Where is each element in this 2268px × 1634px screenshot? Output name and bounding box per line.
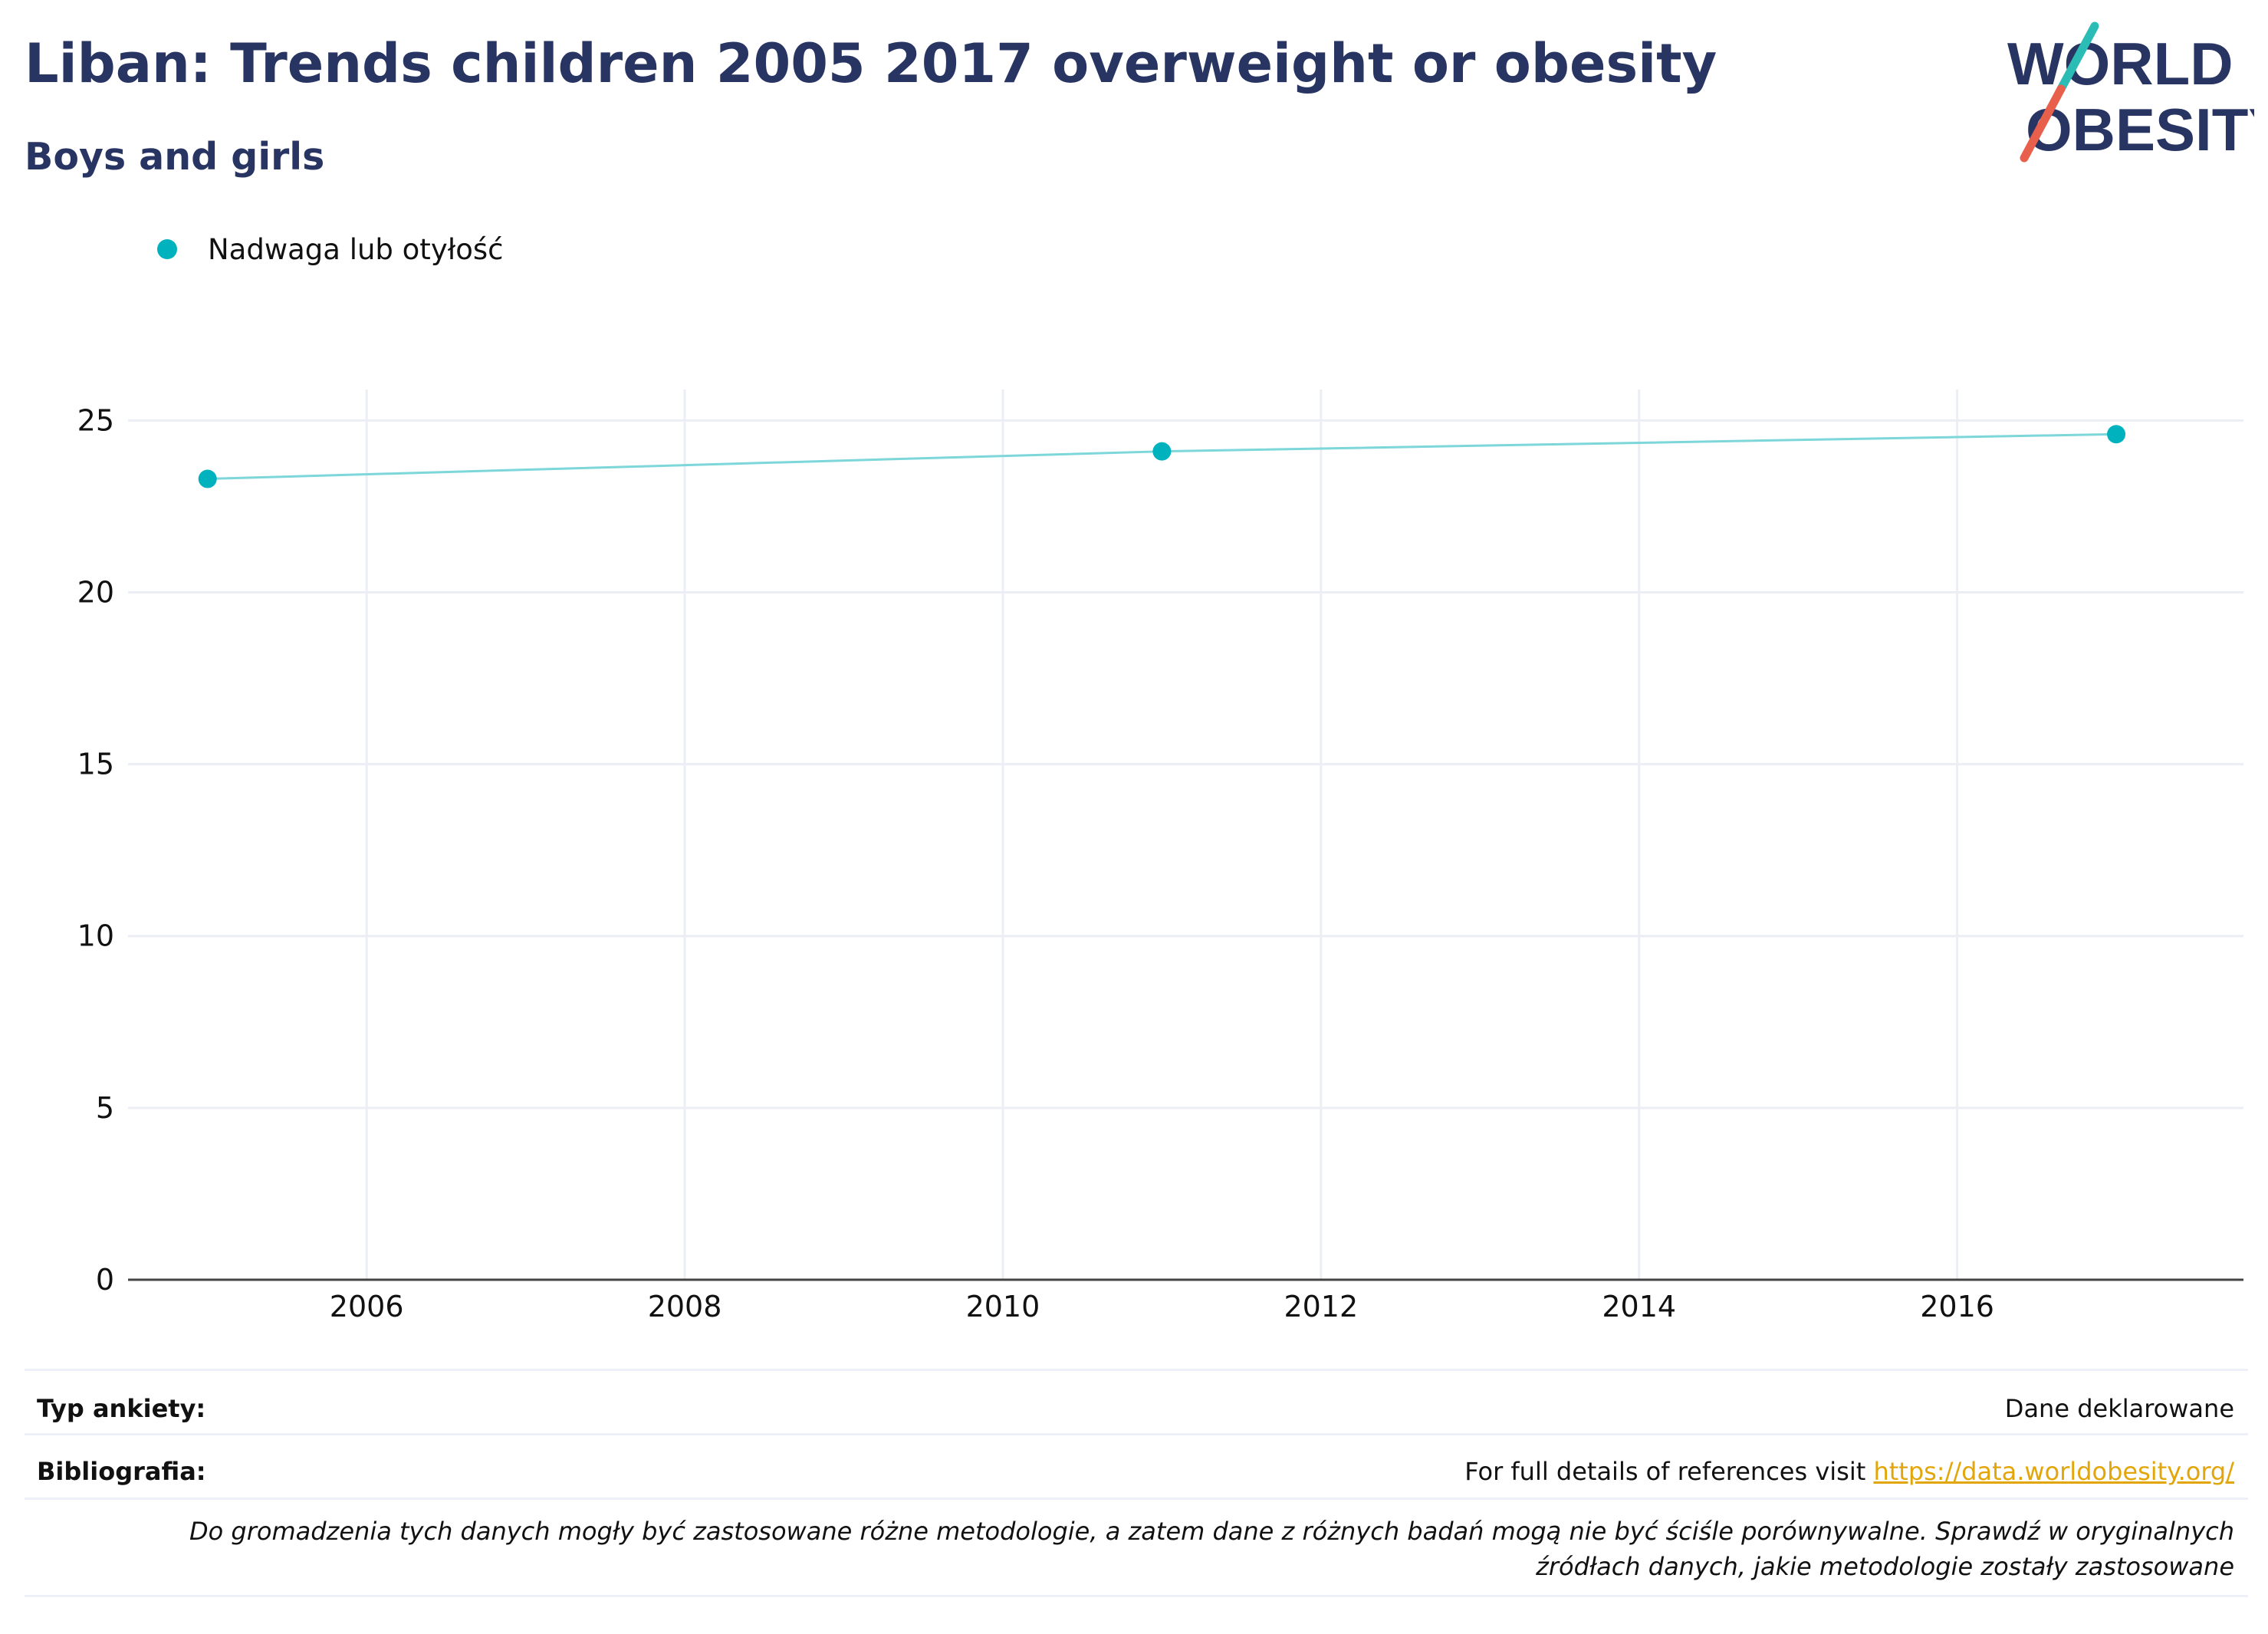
chart-subtitle: Boys and girls xyxy=(25,135,325,179)
chart-title: Liban: Trends children 2005 2017 overwei… xyxy=(25,32,1717,95)
x-tick-label: 2006 xyxy=(330,1290,404,1319)
bibliography-text: For full details of references visit xyxy=(1464,1457,1866,1486)
x-tick-label: 2008 xyxy=(648,1290,722,1319)
logo-text-world: WORLD xyxy=(2007,30,2233,97)
bibliography-label: Bibliografia: xyxy=(37,1457,206,1486)
bibliography-link[interactable]: https://data.worldobesity.org/ xyxy=(1873,1457,2234,1486)
survey-type-value: Dane deklarowane xyxy=(2004,1394,2234,1423)
line-chart: 2006 2008 2010 2012 2014 2016 0 5 10 15 20 25 xyxy=(77,390,2243,1319)
methodology-note: Do gromadzenia tych danych mogły być zas… xyxy=(189,1517,2234,1581)
chart-series xyxy=(198,425,2126,488)
y-tick-label: 0 xyxy=(96,1263,114,1297)
y-tick-label: 15 xyxy=(77,748,114,781)
logo-slash-red xyxy=(2020,84,2066,163)
info-row-note: Do gromadzenia tych danych mogły być zas… xyxy=(25,1498,2248,1597)
chart-legend[interactable]: Nadwaga lub otyłość xyxy=(157,230,503,268)
y-tick-label: 5 xyxy=(96,1091,114,1125)
info-table: Typ ankiety: Dane deklarowane Bibliograf… xyxy=(25,1369,2248,1599)
survey-type-label: Typ ankiety: xyxy=(37,1394,206,1423)
data-point xyxy=(2107,425,2126,444)
chart-grid xyxy=(128,390,2243,1280)
x-tick-label: 2016 xyxy=(1920,1290,1994,1319)
x-tick-label: 2012 xyxy=(1284,1290,1358,1319)
x-tick-label: 2010 xyxy=(966,1290,1040,1319)
logo-slash-teal xyxy=(2056,21,2099,94)
logo-text-obesity: OBESITY xyxy=(2026,96,2254,163)
world-obesity-logo: WORLD OBESITY xyxy=(2007,21,2254,163)
x-tick-label: 2014 xyxy=(1602,1290,1676,1319)
bibliography-value: For full details of references visit htt… xyxy=(1464,1457,2234,1486)
info-row-survey: Typ ankiety: Dane deklarowane xyxy=(25,1369,2248,1435)
y-tick-label: 10 xyxy=(77,919,114,953)
chart-axes: 2006 2008 2010 2012 2014 2016 0 5 10 15 20 25 xyxy=(77,403,2243,1319)
data-point xyxy=(198,469,217,488)
legend-label: Nadwaga lub otyłość xyxy=(208,232,504,266)
info-row-bibliography: Bibliografia: For full details of refere… xyxy=(25,1433,2248,1500)
data-point xyxy=(1152,442,1172,461)
legend-marker-icon xyxy=(157,239,177,259)
y-tick-label: 20 xyxy=(77,575,114,609)
y-tick-label: 25 xyxy=(77,403,114,437)
